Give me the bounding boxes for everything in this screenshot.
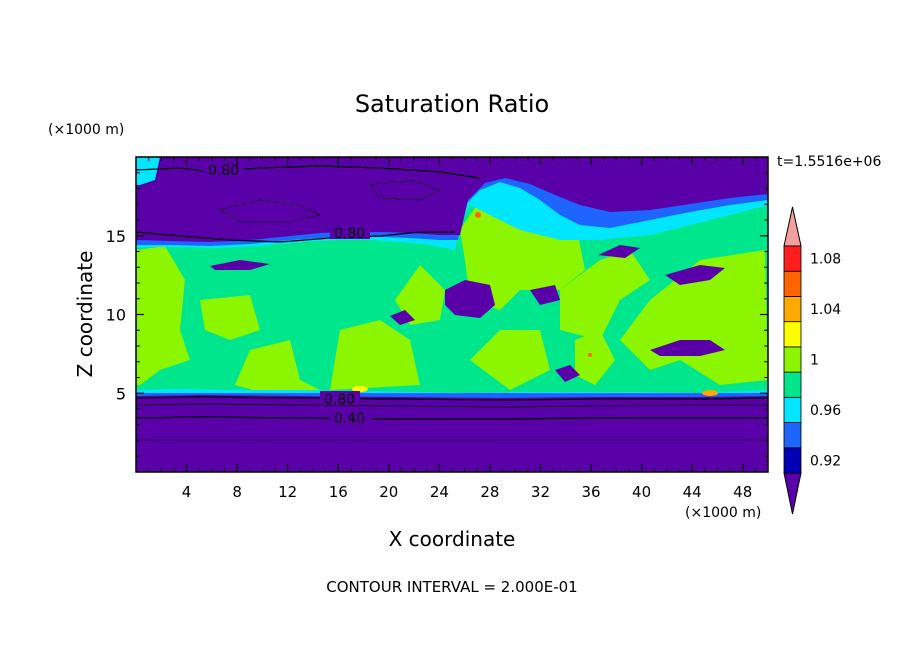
contour-inner-1 — [219, 199, 321, 223]
colorbar-min-triangle — [783, 472, 802, 515]
contour-0.80-upper-b — [136, 231, 455, 243]
y-tick-label: 10 — [106, 306, 126, 325]
label-bg-2 — [330, 225, 370, 239]
patch-4 — [330, 320, 420, 390]
y-axis-label: Z coordinate — [73, 251, 97, 378]
x-tick-label: 24 — [430, 483, 449, 501]
x-axis-label: X coordinate — [389, 527, 516, 551]
patch-9 — [470, 330, 550, 390]
dry-blob-6 — [210, 260, 270, 270]
colorbar-band — [783, 296, 802, 323]
x-tick-label: 32 — [531, 483, 550, 501]
colorbar-max-triangle — [783, 206, 802, 247]
x-tick-label: 36 — [581, 483, 600, 501]
x-tick-label: 8 — [232, 483, 242, 501]
lower-dry-layer — [136, 395, 768, 472]
y-unit-label: (×1000 m) — [48, 122, 124, 138]
contour-interval-footer: CONTOUR INTERVAL = 2.000E-01 — [326, 578, 577, 596]
patch-2 — [200, 295, 260, 340]
patch-1 — [136, 246, 190, 385]
x-unit-label: (×1000 m) — [685, 505, 761, 521]
x-tick-label: 44 — [683, 483, 702, 501]
contour-0.40-lower — [136, 416, 768, 420]
colorbar-band — [783, 396, 802, 423]
contour-0.80-lower — [136, 396, 768, 401]
y-tick-label: 15 — [106, 227, 126, 246]
x-tick-label: 20 — [379, 483, 398, 501]
x-tick-label: 40 — [632, 483, 651, 501]
hot-spot-4 — [588, 353, 592, 357]
dry-blob-4 — [665, 265, 725, 285]
dry-blob-7 — [555, 365, 580, 382]
colorbar-label: 1.04 — [810, 302, 841, 318]
x-tick-label: 12 — [278, 483, 297, 501]
patch-3 — [235, 340, 320, 392]
upper-gap — [136, 157, 160, 185]
contour-label-3: 0.80 — [324, 392, 355, 408]
colorbar-band — [783, 270, 802, 297]
dry-blob-5 — [598, 245, 640, 258]
label-bg-3 — [320, 391, 360, 405]
dry-blob-3 — [650, 340, 725, 356]
colorbar-label: 0.92 — [810, 453, 841, 469]
chart-title: Saturation Ratio — [355, 90, 549, 118]
plot-field: 0.80 0.80 0.80 0.40 — [136, 157, 768, 472]
hot-spot-3 — [475, 212, 481, 218]
label-bg-4 — [330, 410, 372, 424]
hot-spot-2 — [702, 390, 718, 396]
y-tick-label: 5 — [116, 384, 126, 403]
x-axis-ticks: 4 8 12 16 20 24 28 32 36 40 44 48 — [148, 157, 756, 501]
patch-5 — [395, 265, 445, 325]
contour-label-1: 0.80 — [208, 163, 239, 179]
colorbar-band — [783, 346, 802, 373]
colorbar-band — [783, 447, 802, 474]
contour-0.60-lower — [136, 403, 768, 408]
colorbar-band — [783, 371, 802, 398]
patch-7 — [560, 250, 650, 340]
contour-label-4: 0.40 — [334, 411, 365, 427]
y-axis-ticks: 5 10 15 — [106, 172, 768, 457]
contour-inner-2 — [369, 179, 441, 201]
hot-spot-1 — [352, 386, 368, 392]
contour-0.80-upper — [136, 165, 481, 179]
colorbar-band — [783, 245, 802, 272]
x-tick-label: 16 — [329, 483, 348, 501]
dry-blob-8 — [390, 310, 415, 325]
upper-dry-layer — [136, 157, 768, 242]
dry-blob-2 — [530, 285, 560, 305]
contour-label-2: 0.80 — [334, 226, 365, 242]
dry-blob-1 — [445, 280, 495, 318]
x-tick-label: 48 — [733, 483, 752, 501]
colorbar-label: 1.08 — [810, 252, 841, 268]
patch-10 — [575, 330, 615, 385]
colorbar-label: 0.96 — [810, 403, 841, 419]
label-bg-1 — [204, 162, 244, 176]
colorbar-band — [783, 422, 802, 449]
colorbar-band — [783, 321, 802, 348]
time-label: t=1.5516e+06 — [777, 154, 881, 170]
colorbar: 0.92 0.96 1 1.04 1.08 — [783, 206, 841, 515]
colorbar-label: 1 — [810, 353, 819, 369]
x-tick-label: 28 — [480, 483, 499, 501]
x-tick-label: 4 — [182, 483, 192, 501]
